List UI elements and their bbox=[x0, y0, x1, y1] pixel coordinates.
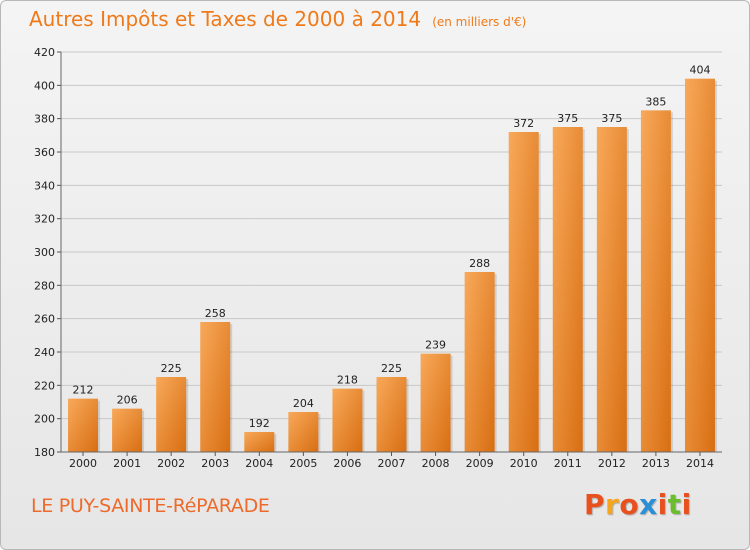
bar-value-label: 239 bbox=[425, 339, 446, 352]
chart-title: Autres Impôts et Taxes de 2000 à 2014 bbox=[29, 7, 422, 31]
x-tick-label: 2002 bbox=[157, 457, 185, 470]
x-tick-label: 2007 bbox=[378, 457, 406, 470]
bar-value-label: 404 bbox=[689, 64, 710, 77]
x-tick-label: 2010 bbox=[510, 457, 538, 470]
y-tick-label: 380 bbox=[34, 113, 55, 126]
bar-value-label: 218 bbox=[337, 374, 358, 387]
bar-value-label: 385 bbox=[645, 95, 666, 108]
bar-2002 bbox=[156, 377, 187, 452]
x-tick-label: 2011 bbox=[554, 457, 582, 470]
y-tick-label: 260 bbox=[34, 313, 55, 326]
y-tick-label: 340 bbox=[34, 179, 55, 192]
y-tick-label: 400 bbox=[34, 79, 55, 92]
logo-letter: i bbox=[657, 488, 668, 521]
bar-2013 bbox=[640, 110, 671, 452]
proxiti-logo[interactable]: Proxiti bbox=[584, 488, 692, 521]
x-tick-label: 2004 bbox=[245, 457, 273, 470]
bar-2006 bbox=[332, 388, 363, 452]
logo-letter: P bbox=[584, 488, 606, 521]
logo-letter: o bbox=[619, 488, 640, 521]
bar-value-label: 204 bbox=[293, 397, 314, 410]
bar-2014 bbox=[684, 78, 715, 453]
x-tick-label: 2003 bbox=[201, 457, 229, 470]
x-tick-label: 2014 bbox=[686, 457, 714, 470]
logo-letter: x bbox=[639, 488, 658, 521]
x-tick-label: 2012 bbox=[598, 457, 626, 470]
bar-value-label: 372 bbox=[513, 117, 534, 130]
logo-letter: t bbox=[667, 488, 682, 521]
bar-value-label: 206 bbox=[117, 394, 138, 407]
chart-title-row: Autres Impôts et Taxes de 2000 à 2014 (e… bbox=[29, 7, 526, 31]
chart-unit: (en milliers d'€) bbox=[432, 15, 527, 29]
bar-2001 bbox=[112, 408, 143, 452]
x-tick-label: 2005 bbox=[289, 457, 317, 470]
axes: 180 200 220 240 260 280 300 320 340 360 380 400 420 2… bbox=[34, 46, 722, 470]
logo-letter: i bbox=[681, 488, 692, 521]
y-tick-label: 200 bbox=[34, 413, 55, 426]
bars bbox=[68, 78, 717, 453]
bar-value-label: 288 bbox=[469, 257, 490, 270]
x-tick-label: 2001 bbox=[113, 457, 141, 470]
x-tick-label: 2006 bbox=[333, 457, 361, 470]
x-tick-label: 2000 bbox=[69, 457, 97, 470]
y-tick-label: 360 bbox=[34, 146, 55, 159]
bar-2011 bbox=[552, 127, 583, 452]
commune-name: LE PUY-SAINTE-RéPARADE bbox=[31, 495, 270, 517]
bar-2000 bbox=[68, 398, 99, 452]
bar-value-label: 225 bbox=[381, 362, 402, 375]
bar-value-label: 258 bbox=[205, 307, 226, 320]
y-tick-label: 420 bbox=[34, 46, 55, 59]
y-tick-label: 240 bbox=[34, 346, 55, 359]
x-tick-label: 2013 bbox=[642, 457, 670, 470]
bar-2008 bbox=[420, 353, 451, 452]
bar-value-label: 375 bbox=[557, 112, 578, 125]
bar-2004 bbox=[244, 432, 275, 452]
y-tick-label: 280 bbox=[34, 279, 55, 292]
x-tick-label: 2008 bbox=[422, 457, 450, 470]
bar-2005 bbox=[288, 412, 319, 452]
bar-2009 bbox=[464, 272, 495, 452]
bar-value-label: 192 bbox=[249, 417, 270, 430]
y-tick-label: 220 bbox=[34, 379, 55, 392]
y-tick-label: 320 bbox=[34, 213, 55, 226]
y-tick-label: 300 bbox=[34, 246, 55, 259]
bar-value-label: 225 bbox=[161, 362, 182, 375]
bar-2003 bbox=[200, 322, 231, 452]
bar-value-label: 375 bbox=[601, 112, 622, 125]
y-tick-label: 180 bbox=[34, 446, 55, 459]
bar-2012 bbox=[596, 127, 627, 452]
x-tick-label: 2009 bbox=[466, 457, 494, 470]
logo-letter: r bbox=[605, 488, 620, 521]
bar-2010 bbox=[508, 132, 539, 452]
bar-2007 bbox=[376, 377, 407, 452]
bar-value-label: 212 bbox=[73, 384, 94, 397]
